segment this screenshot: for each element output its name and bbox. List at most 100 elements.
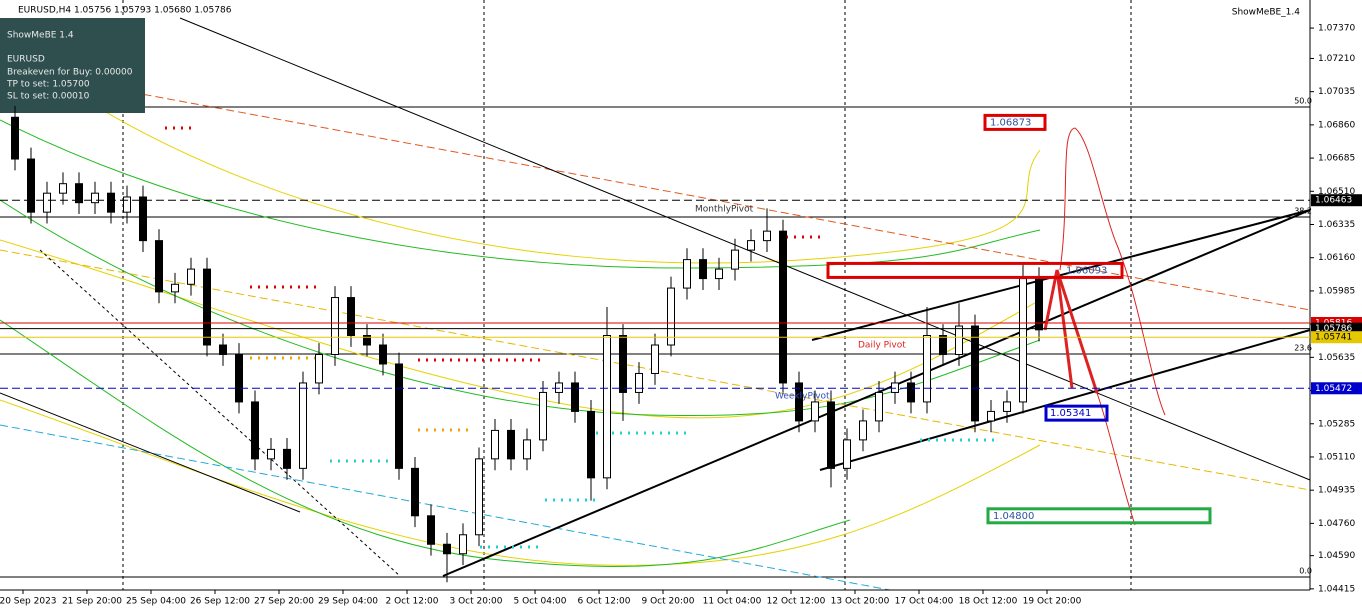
x-tick-label: 11 Oct 04:00 [703, 597, 762, 607]
candle-body [459, 534, 467, 555]
candle-body [987, 410, 995, 422]
trend-line [39, 249, 401, 577]
ma-line [0, 119, 1041, 269]
candle-body [171, 283, 179, 293]
candle-body [555, 382, 563, 393]
candle-body [363, 335, 371, 346]
y-tick-label: 1.04415 [1318, 584, 1355, 594]
candle-body [411, 467, 419, 517]
y-tick-label: 1.06160 [1318, 253, 1355, 263]
x-tick-label: 3 Oct 20:00 [450, 597, 503, 607]
y-tick-label: 1.06510 [1318, 187, 1355, 197]
candle-body [795, 382, 803, 422]
forecast-path [1059, 127, 1166, 416]
candle-body [75, 183, 83, 204]
x-tick-label: 26 Sep 12:00 [190, 597, 250, 607]
x-tick-label: 17 Oct 04:00 [895, 597, 954, 607]
price-tag [1311, 382, 1362, 395]
candle-body [571, 382, 579, 412]
target-label: 1.05341 [1050, 408, 1091, 419]
candle-body [955, 325, 963, 355]
time-axis-bg [0, 590, 1362, 612]
candle-body [1035, 278, 1043, 331]
y-tick-label: 1.07370 [1318, 24, 1355, 34]
candle-body [731, 249, 739, 270]
y-tick-label: 1.04590 [1318, 551, 1355, 561]
target-label: 1.06093 [1066, 265, 1107, 276]
candle-body [619, 335, 627, 393]
price-tag [1311, 331, 1362, 344]
candle-body [59, 183, 67, 194]
candle-body [443, 543, 451, 555]
candle-body [331, 297, 339, 355]
candle-body [651, 344, 659, 374]
y-tick-label: 1.05110 [1318, 452, 1355, 462]
candle-body [715, 268, 723, 280]
x-tick-label: 19 Oct 20:00 [1023, 597, 1082, 607]
candle-body [11, 116, 19, 160]
candle-body [971, 325, 979, 422]
x-tick-label: 18 Oct 12:00 [959, 597, 1018, 607]
ma-line [0, 319, 851, 567]
candle-body [219, 344, 227, 355]
candle-body [395, 363, 403, 469]
info-panel: ShowMeBE 1.4 EURUSD Breakeven for Buy: 0… [0, 18, 145, 113]
y-tick-label: 1.05285 [1318, 419, 1355, 429]
x-tick-label: 12 Oct 12:00 [767, 597, 826, 607]
candle-body [523, 439, 531, 460]
channel-line [819, 329, 1311, 471]
panel-line: TP to set: 1.05700 [6, 80, 90, 90]
candle-body [859, 420, 867, 441]
x-tick-label: 5 Oct 04:00 [514, 597, 567, 607]
trend-line [0, 392, 301, 513]
candle-body [507, 429, 515, 460]
y-tick-label: 1.05635 [1318, 353, 1355, 363]
candle-body [635, 372, 643, 393]
candle-body [475, 458, 483, 536]
candle-body [267, 448, 275, 460]
price-tag-label: 1.05741 [1315, 333, 1352, 343]
x-tick-label: 27 Sep 20:00 [254, 597, 314, 607]
panel-title: ShowMeBE 1.4 [7, 31, 74, 41]
candle-body [603, 335, 611, 479]
target-label: 1.06873 [990, 117, 1031, 128]
target-label: 1.04800 [993, 511, 1034, 522]
candle-body [923, 335, 931, 403]
candle-body [347, 297, 355, 337]
candle-body [1019, 278, 1027, 403]
y-tick-label: 1.07035 [1318, 87, 1355, 97]
x-tick-label: 20 Sep 2023 [0, 597, 57, 607]
candle-body [203, 268, 211, 346]
candle-body [891, 382, 899, 393]
candle-body [139, 196, 147, 242]
candle-body [315, 353, 323, 384]
candle-body [491, 429, 499, 460]
candle-body [939, 335, 947, 355]
target-box [826, 261, 1124, 279]
candle-body [587, 410, 595, 479]
y-tick-label: 1.06685 [1318, 154, 1355, 164]
candle-body [251, 401, 259, 460]
fib-label: 0.0 [1299, 567, 1312, 576]
candle-body [763, 230, 771, 242]
candle-body [747, 240, 755, 251]
candle-body [667, 287, 675, 346]
candle-body [779, 230, 787, 384]
panel-line: Breakeven for Buy: 0.00000 [7, 68, 133, 78]
candle-body [187, 268, 195, 285]
annotation: WeeklyPivot [775, 392, 830, 402]
y-tick-label: 1.06860 [1318, 120, 1355, 130]
candle-body [379, 344, 387, 365]
panel-line: SL to set: 0.00010 [7, 92, 90, 102]
indicator-name: ShowMeBE_1.4 [1232, 8, 1301, 18]
candle-body [875, 391, 883, 422]
trend-line [0, 424, 891, 591]
band-line [0, 399, 1041, 566]
x-tick-label: 6 Oct 12:00 [578, 597, 631, 607]
panel-bg [0, 18, 145, 113]
candle-body [91, 192, 99, 204]
x-tick-label: 25 Sep 04:00 [126, 597, 186, 607]
candle-body [699, 259, 707, 280]
